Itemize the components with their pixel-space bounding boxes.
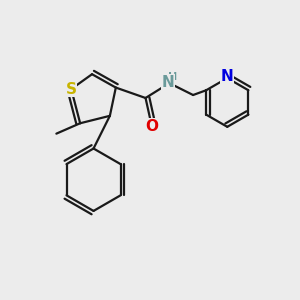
Text: S: S [66, 82, 77, 97]
Text: O: O [145, 119, 158, 134]
Text: N: N [221, 69, 234, 84]
Text: H: H [168, 72, 177, 82]
Text: N: N [161, 75, 174, 90]
